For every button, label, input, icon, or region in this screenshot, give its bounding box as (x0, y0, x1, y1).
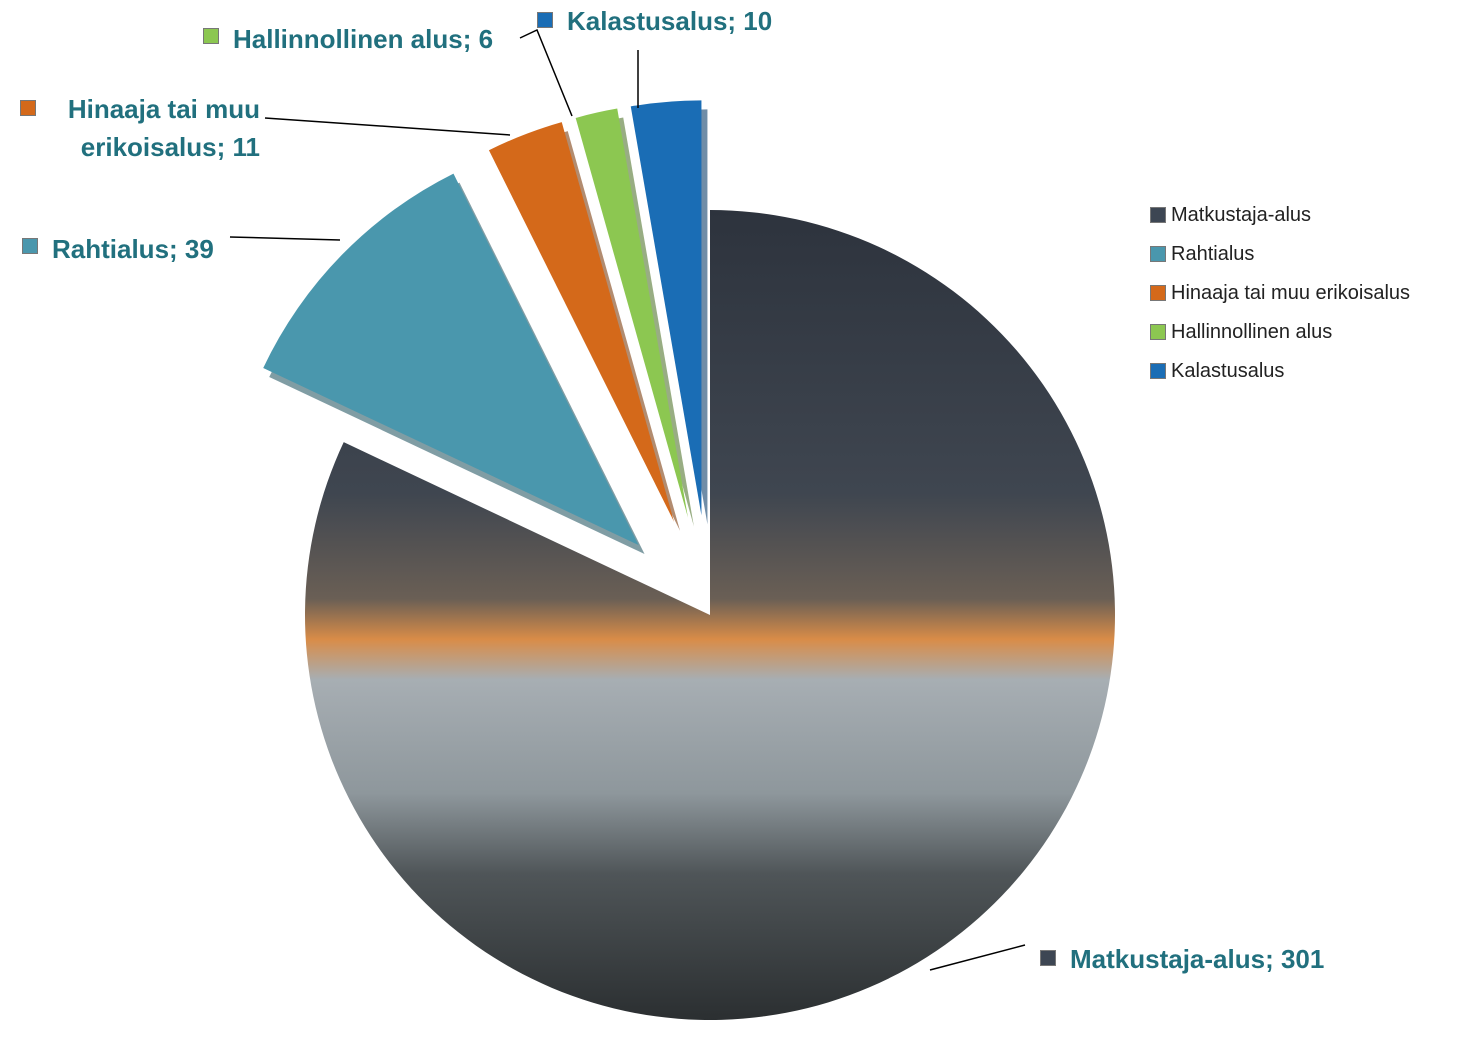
legend-swatch (1150, 207, 1166, 223)
legend-swatch (1150, 246, 1166, 262)
legend-label: Hinaaja tai muu erikoisalus (1171, 281, 1410, 305)
label-swatch (20, 100, 36, 116)
legend-swatch (1150, 363, 1166, 379)
legend-swatch (1150, 285, 1166, 301)
leader-line (265, 118, 510, 135)
leader-line (930, 945, 1025, 970)
label-swatch (537, 12, 553, 28)
data-label: Rahtialus; 39 (52, 230, 214, 268)
leader-line (520, 30, 572, 116)
label-swatch (1040, 950, 1056, 966)
data-label: Kalastusalus; 10 (567, 2, 772, 40)
chart: Matkustaja-alus; 301 Rahtialus; 39 Hinaaja… (0, 0, 1470, 1037)
label-swatch (203, 28, 219, 44)
data-label: Hinaaja tai muu erikoisalus; 11 (45, 90, 260, 166)
legend-label: Kalastusalus (1171, 359, 1284, 383)
legend-label: Rahtialus (1171, 242, 1254, 266)
leader-line (230, 237, 340, 240)
data-label: Hallinnollinen alus; 6 (233, 20, 493, 58)
label-swatch (22, 238, 38, 254)
legend-label: Hallinnollinen alus (1171, 320, 1332, 344)
legend-label: Matkustaja-alus (1171, 203, 1311, 227)
legend-swatch (1150, 324, 1166, 340)
data-label: Matkustaja-alus; 301 (1070, 940, 1324, 978)
